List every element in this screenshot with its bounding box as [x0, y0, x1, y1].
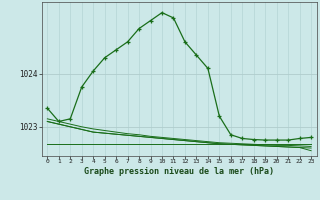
X-axis label: Graphe pression niveau de la mer (hPa): Graphe pression niveau de la mer (hPa) [84, 167, 274, 176]
